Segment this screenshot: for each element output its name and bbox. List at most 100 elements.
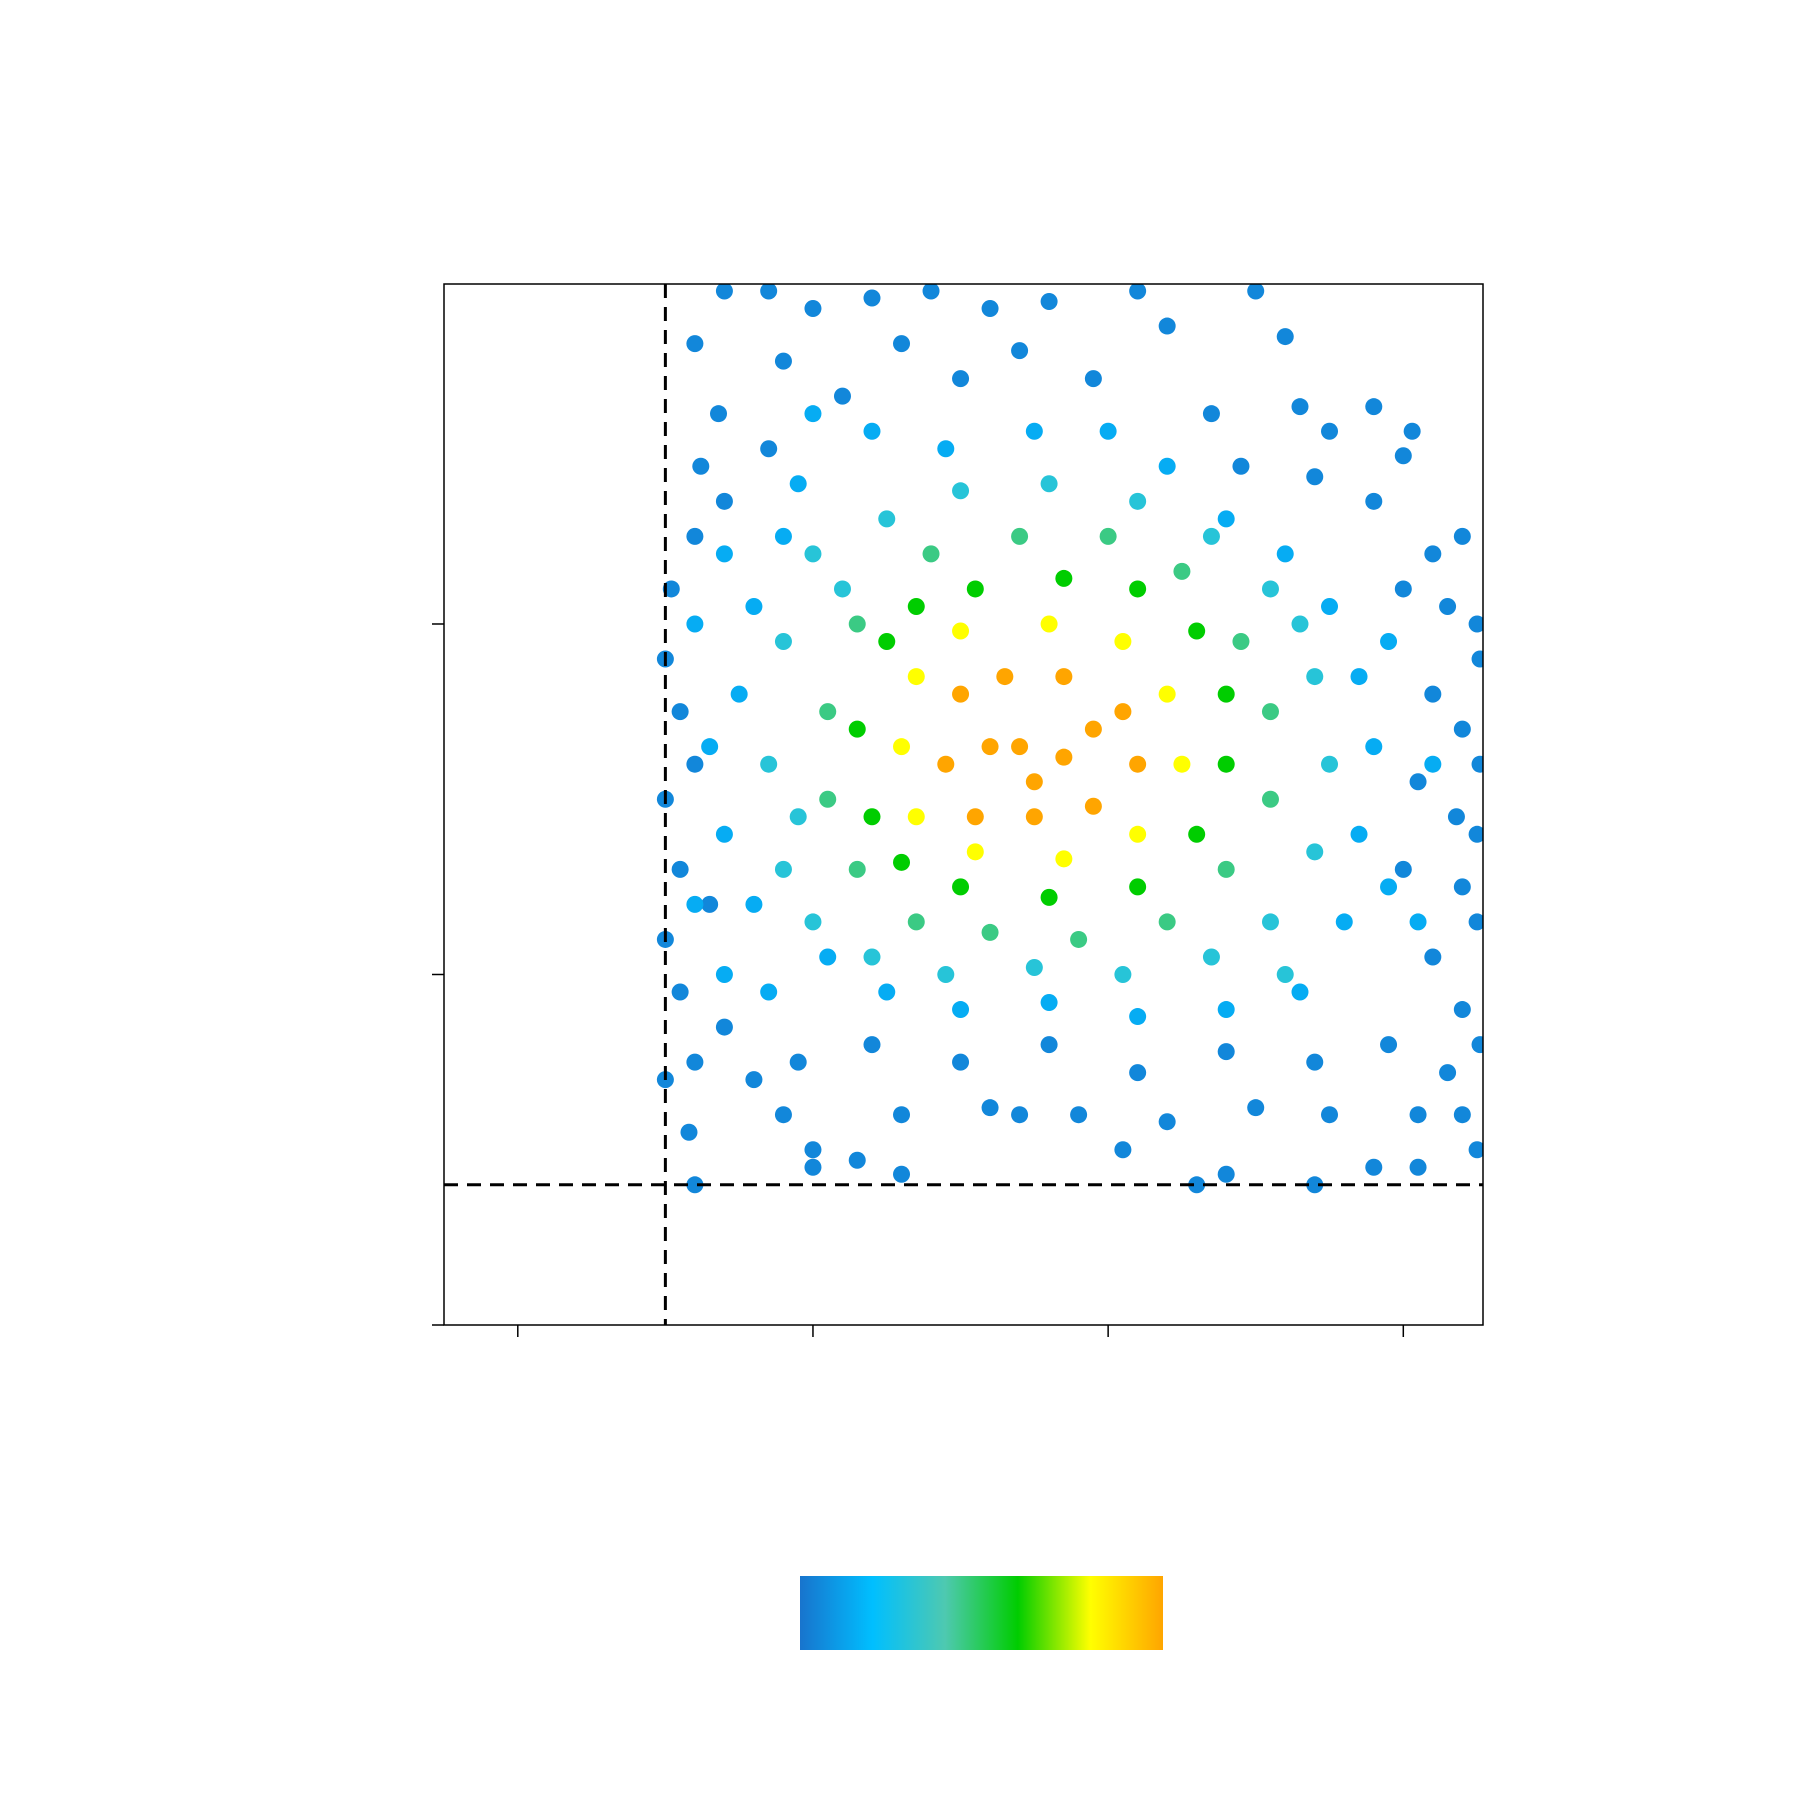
point: [907, 597, 925, 615]
point: [1453, 1106, 1471, 1124]
point: [1261, 703, 1279, 721]
point: [1114, 1141, 1132, 1159]
point: [1202, 948, 1220, 966]
point: [1321, 755, 1339, 773]
point: [1011, 738, 1029, 756]
point: [1365, 1158, 1383, 1176]
point: [819, 790, 837, 808]
point: [952, 685, 970, 703]
overlay: [432, 284, 1483, 1337]
point: [1276, 965, 1294, 983]
point: [1365, 492, 1383, 510]
point: [1217, 860, 1235, 878]
point: [1202, 405, 1220, 423]
point: [1084, 720, 1102, 738]
point: [1084, 797, 1102, 815]
point: [715, 284, 733, 300]
point: [1188, 825, 1206, 843]
point: [1261, 790, 1279, 808]
colorbar: [800, 1576, 1163, 1650]
point: [1188, 1176, 1206, 1194]
points: [656, 284, 1483, 1194]
point: [671, 860, 689, 878]
point: [1380, 1036, 1398, 1054]
point: [692, 457, 710, 475]
point: [1011, 1106, 1029, 1124]
point: [1129, 755, 1147, 773]
point: [878, 983, 896, 1001]
point: [981, 738, 999, 756]
point: [1471, 1036, 1483, 1054]
point: [686, 1053, 704, 1071]
point: [1217, 685, 1235, 703]
point: [686, 1176, 704, 1194]
point: [1453, 527, 1471, 545]
point: [804, 545, 822, 563]
point: [1011, 527, 1029, 545]
point: [1321, 597, 1339, 615]
point: [774, 527, 792, 545]
point: [952, 1053, 970, 1071]
point: [922, 284, 940, 300]
point: [1158, 457, 1176, 475]
point: [952, 370, 970, 388]
point: [1409, 1158, 1427, 1176]
point: [686, 335, 704, 353]
point: [848, 1151, 866, 1169]
point: [1306, 1053, 1324, 1071]
point: [1380, 878, 1398, 896]
point: [1424, 685, 1442, 703]
point: [1025, 958, 1043, 976]
point: [966, 843, 984, 861]
point: [1306, 468, 1324, 486]
point: [1188, 622, 1206, 640]
point: [760, 983, 778, 1001]
point: [1084, 370, 1102, 388]
point: [1403, 422, 1421, 440]
point: [1261, 580, 1279, 598]
point: [981, 923, 999, 941]
point: [1424, 545, 1442, 563]
point: [1217, 755, 1235, 773]
point: [760, 284, 778, 300]
point: [1114, 633, 1132, 651]
point: [1468, 825, 1483, 843]
point: [863, 422, 881, 440]
point: [1291, 615, 1309, 633]
point: [1471, 650, 1483, 668]
point: [730, 685, 748, 703]
point: [745, 895, 763, 913]
point: [878, 633, 896, 651]
point: [1217, 1043, 1235, 1061]
point: [1471, 755, 1483, 773]
point: [1217, 1001, 1235, 1019]
point: [686, 895, 704, 913]
point: [680, 1123, 698, 1141]
point: [1173, 755, 1191, 773]
point: [848, 615, 866, 633]
point: [819, 703, 837, 721]
point: [907, 913, 925, 931]
point: [1380, 633, 1398, 651]
point: [789, 1053, 807, 1071]
point: [1306, 1176, 1324, 1194]
point: [1247, 1099, 1265, 1117]
point: [863, 1036, 881, 1054]
point: [1409, 773, 1427, 791]
point: [1129, 284, 1147, 300]
point: [715, 825, 733, 843]
point: [863, 808, 881, 826]
point: [701, 738, 719, 756]
point: [1468, 615, 1483, 633]
point: [1040, 475, 1058, 493]
point: [848, 720, 866, 738]
point: [662, 580, 680, 598]
point: [686, 755, 704, 773]
point: [760, 440, 778, 458]
point: [774, 1106, 792, 1124]
point: [745, 597, 763, 615]
point: [1129, 825, 1147, 843]
point: [745, 1071, 763, 1089]
point: [1409, 913, 1427, 931]
